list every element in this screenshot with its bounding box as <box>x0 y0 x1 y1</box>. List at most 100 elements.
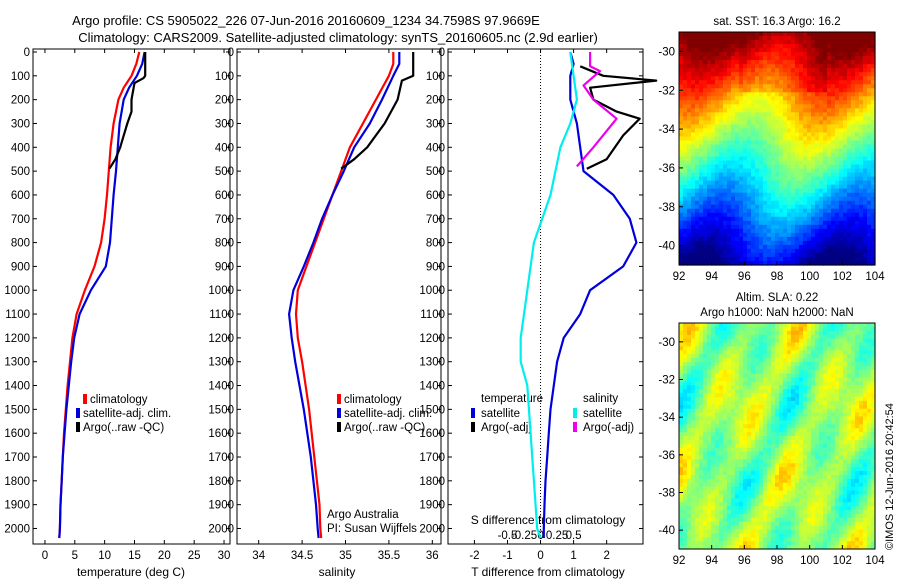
map-cell <box>771 436 776 441</box>
map-cell <box>791 32 796 37</box>
map-cell <box>759 529 764 535</box>
map-cell <box>703 521 708 527</box>
map-cell <box>871 108 876 113</box>
map-cell <box>807 244 812 250</box>
map-cell <box>707 60 712 65</box>
depth-tick-label: 500 <box>215 166 234 178</box>
map-cell <box>859 160 864 166</box>
map-cell <box>823 60 828 65</box>
map-cell <box>715 144 720 150</box>
map-cell <box>859 72 864 77</box>
map-cell <box>779 200 784 206</box>
map-cell <box>747 510 752 515</box>
map-cell <box>783 92 788 97</box>
map-cell <box>803 84 808 89</box>
map-cell <box>751 365 756 371</box>
map-cell <box>695 354 700 359</box>
map-cell <box>775 478 780 484</box>
map-cell <box>807 104 812 109</box>
map-cell <box>763 361 768 367</box>
map-cell <box>771 467 776 472</box>
depth-tick-label: 1900 <box>419 500 445 512</box>
map-cell <box>755 381 760 386</box>
map-cell <box>691 494 696 499</box>
map-cell <box>711 140 716 146</box>
map-cell <box>791 350 796 355</box>
map-cell <box>771 84 776 89</box>
map-cell <box>775 104 780 109</box>
map-cell <box>731 346 736 351</box>
map-cell <box>783 104 788 109</box>
depth-tick-label: 600 <box>11 190 30 202</box>
map-cell <box>807 168 812 174</box>
map-cell <box>835 124 840 130</box>
map-cell <box>763 152 768 158</box>
map-cell <box>755 334 760 340</box>
map-cell <box>787 436 792 441</box>
map-cell <box>767 541 772 546</box>
map-cell <box>727 140 732 146</box>
map-cell <box>783 204 788 210</box>
map-cell <box>727 132 732 138</box>
map-cell <box>771 377 776 383</box>
map-cell <box>759 144 764 150</box>
series-line-0 <box>294 52 395 539</box>
map-cell <box>739 160 744 166</box>
map-cell <box>811 152 816 158</box>
map-cell <box>779 40 784 45</box>
map-cell <box>743 358 748 363</box>
map-cell <box>679 160 684 166</box>
map-cell <box>707 80 712 85</box>
map-cell <box>755 260 760 266</box>
map-cell <box>807 172 812 178</box>
map-cell <box>731 393 736 398</box>
map-cell <box>847 184 852 190</box>
map-cell <box>795 385 800 390</box>
map-cell <box>835 248 840 254</box>
map-cell <box>795 172 800 178</box>
map-cell <box>731 112 736 117</box>
map-cell <box>775 510 780 515</box>
legend-label-climatology: climatology <box>90 394 148 406</box>
map-cell <box>743 180 748 186</box>
map-cell <box>819 52 824 57</box>
map-cell <box>787 36 792 41</box>
map-cell <box>699 451 704 457</box>
map-cell <box>723 256 728 262</box>
map-cell <box>791 408 796 414</box>
map-cell <box>767 84 772 89</box>
map-cell <box>803 136 808 142</box>
map-cell <box>715 510 720 515</box>
map-cell <box>719 128 724 134</box>
map-cell <box>739 506 744 511</box>
map-cell <box>691 432 696 437</box>
map-y-tick-label: -36 <box>658 163 675 175</box>
map-cell <box>699 172 704 178</box>
depth-tick-label: 1500 <box>4 404 30 416</box>
map-cell <box>719 541 724 546</box>
map-cell <box>723 188 728 194</box>
map-cell <box>695 108 700 113</box>
map-cell <box>795 400 800 406</box>
map-cell <box>839 36 844 41</box>
map-cell <box>679 84 684 89</box>
map-cell <box>847 108 852 113</box>
map-cell <box>799 164 804 170</box>
map-cell <box>699 176 704 182</box>
map-cell <box>783 358 788 363</box>
map-cell <box>787 502 792 507</box>
map-cell <box>755 72 760 77</box>
map-cell <box>735 389 740 394</box>
map-cell <box>847 172 852 178</box>
map-cell <box>775 48 780 53</box>
map-cell <box>771 72 776 77</box>
map-cell <box>727 152 732 158</box>
map-cell <box>735 494 740 499</box>
map-cell <box>843 64 848 69</box>
map-cell <box>739 342 744 347</box>
map-cell <box>851 200 856 206</box>
map-cell <box>719 377 724 383</box>
top-tick-label: -0.25 <box>511 530 537 542</box>
map-cell <box>687 260 692 266</box>
map-cell <box>795 80 800 85</box>
